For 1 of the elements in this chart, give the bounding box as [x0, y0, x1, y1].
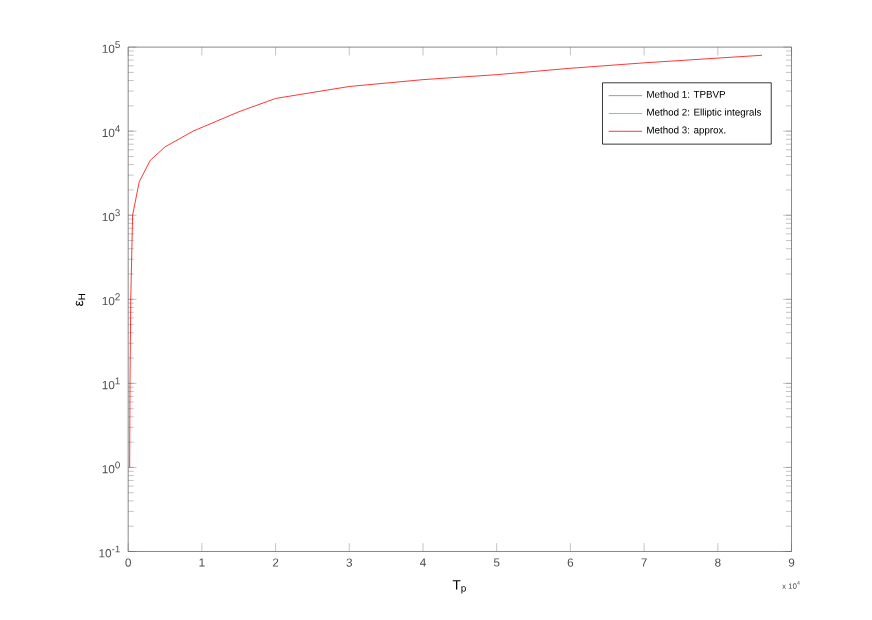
line-series — [129, 54, 763, 468]
